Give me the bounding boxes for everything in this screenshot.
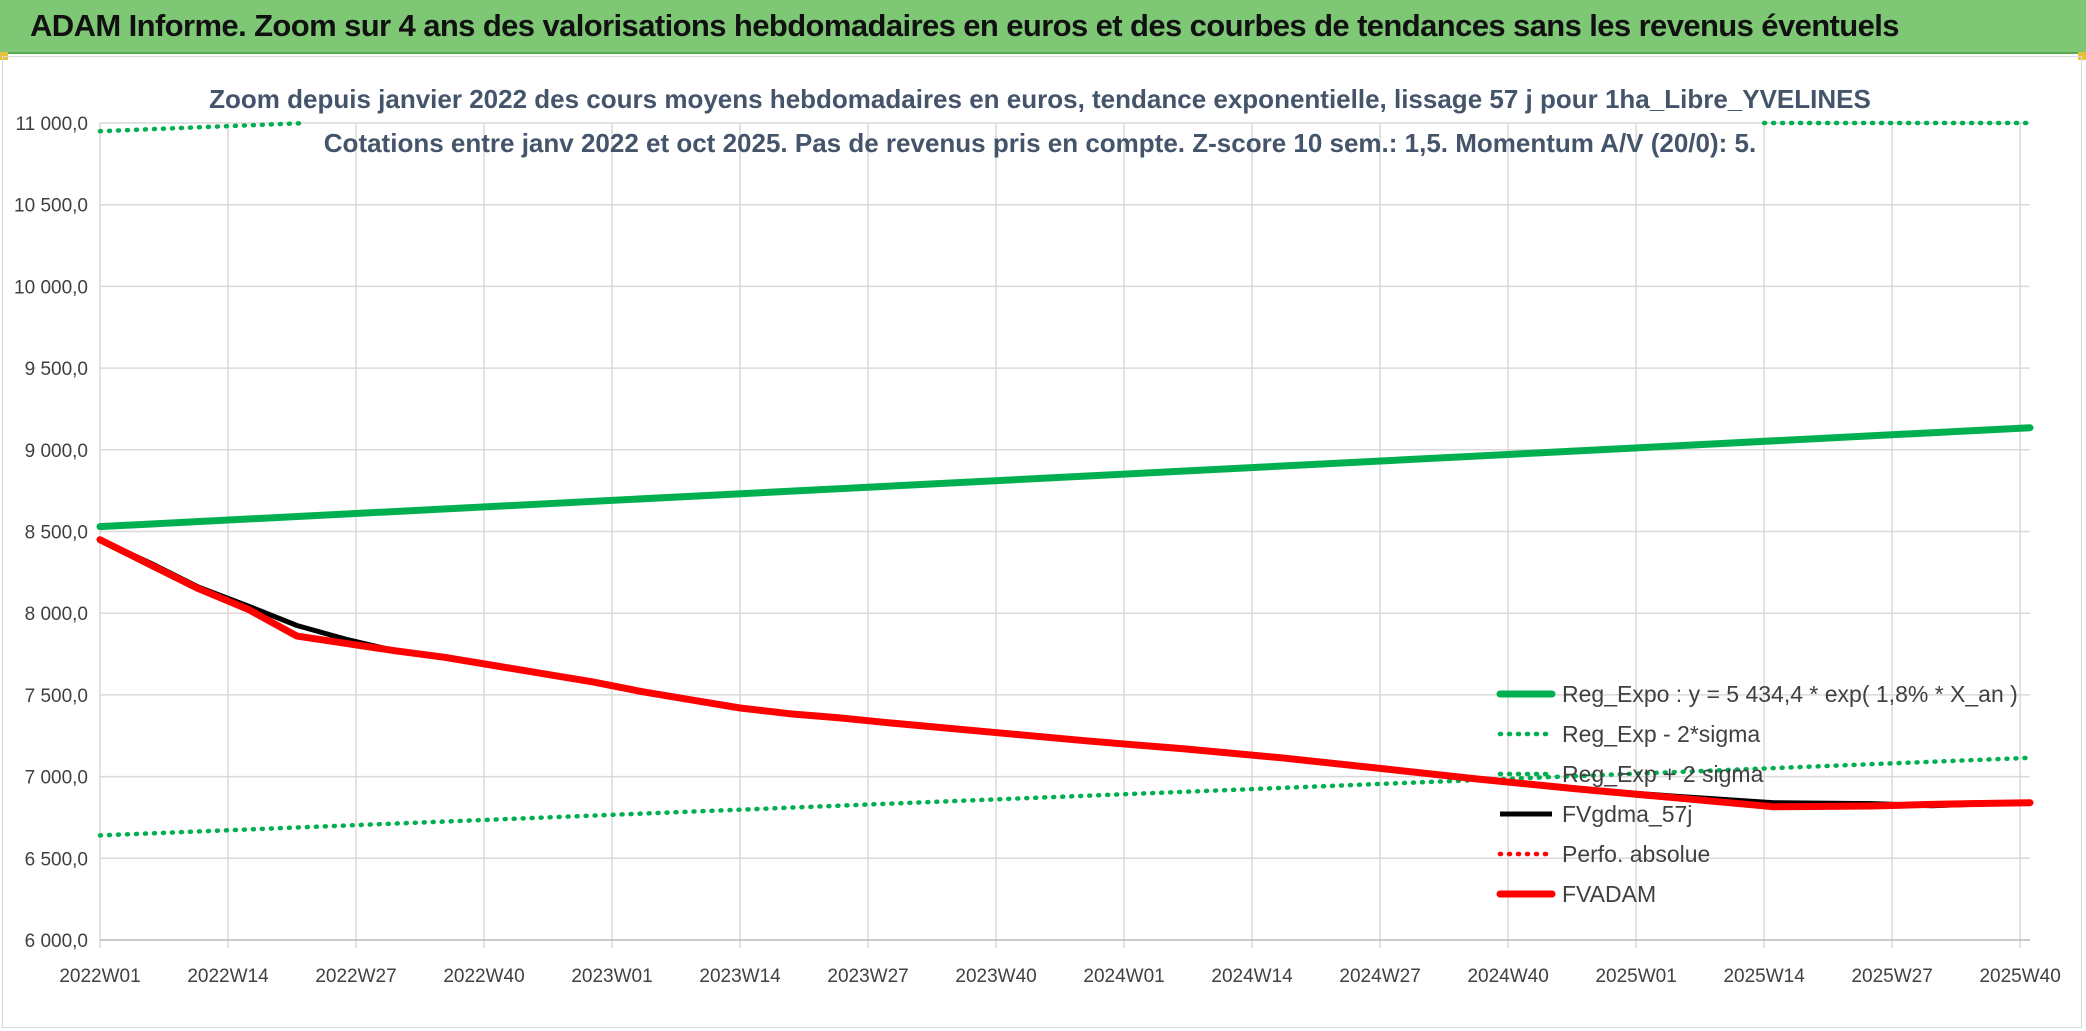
y-tick-label: 8 500,0 — [25, 523, 88, 544]
y-tick-label: 10 500,0 — [14, 196, 88, 217]
x-tick-label: 2024W27 — [1339, 966, 1420, 987]
x-tick-label: 2024W01 — [1083, 966, 1164, 987]
y-axis-ticks: 6 000,0 6 500,0 7 000,0 7 500,0 8 000,0 8 500… — [14, 114, 88, 952]
header-bar: ADAM Informe. Zoom sur 4 ans des valoris… — [0, 0, 2086, 54]
y-tick-label: 6 500,0 — [25, 849, 88, 870]
series-fvadam — [96, 536, 2034, 811]
report-title: ADAM Informe. Zoom sur 4 ans des valoris… — [30, 8, 1900, 43]
series-reg-expo — [96, 424, 2034, 531]
x-tick-label: 2023W40 — [955, 966, 1036, 987]
series-reg-exp-minus-2sigma — [97, 755, 2033, 838]
y-tick-label: 11 000,0 — [15, 114, 88, 135]
legend-reg-expo-label: Reg_Expo : y = 5 434,4 * exp( 1,8% * X_a… — [1562, 681, 2018, 707]
y-tick-label: 10 000,0 — [14, 277, 88, 298]
x-tick-label: 2023W27 — [827, 966, 908, 987]
corner-mark-right — [2078, 52, 2086, 60]
legend-fvgdma-57j-label: FVgdma_57j — [1562, 801, 1692, 827]
x-tick-label: 2022W40 — [443, 966, 524, 987]
legend-reg-exp-minus-2sigma-label: Reg_Exp - 2*sigma — [1562, 721, 1760, 747]
y-tick-label: 9 000,0 — [25, 441, 88, 462]
legend-fvadam-label: FVADAM — [1562, 881, 1656, 907]
x-tick-label: 2022W14 — [187, 966, 269, 987]
gridlines — [99, 122, 2030, 948]
legend-perfo-absolue-label: Perfo. absolue — [1562, 841, 1710, 867]
x-axis-ticks: 2022W01 2022W14 2022W27 2022W40 2023W01 2023W… — [59, 966, 2060, 987]
x-tick-label: 2023W14 — [699, 966, 781, 987]
chart-title-line2: Cotations entre janv 2022 et oct 2025. P… — [324, 128, 1756, 158]
x-tick-label: 2022W27 — [315, 966, 396, 987]
legend: Reg_Expo : y = 5 434,4 * exp( 1,8% * X_a… — [1496, 681, 2018, 907]
y-tick-label: 9 500,0 — [25, 359, 88, 380]
x-tick-label: 2025W14 — [1723, 966, 1805, 987]
x-tick-label: 2025W01 — [1595, 966, 1676, 987]
x-tick-label: 2022W01 — [59, 966, 140, 987]
x-tick-label: 2025W27 — [1851, 966, 1932, 987]
y-tick-label: 8 000,0 — [25, 604, 88, 625]
series-lines — [96, 120, 2034, 838]
legend-reg-exp-plus-2sigma-label: Reg_Exp + 2 sigma — [1562, 761, 1764, 787]
x-tick-label: 2023W01 — [571, 966, 652, 987]
y-tick-label: 7 000,0 — [25, 768, 88, 789]
chart-area — [2, 56, 2082, 1028]
x-tick-label: 2024W14 — [1211, 966, 1293, 987]
chart-title-line1: Zoom depuis janvier 2022 des cours moyen… — [209, 84, 1871, 114]
y-tick-label: 6 000,0 — [25, 931, 88, 952]
x-tick-label: 2025W40 — [1979, 966, 2060, 987]
y-tick-label: 7 500,0 — [25, 686, 88, 707]
series-reg-exp-plus-2sigma — [97, 120, 310, 134]
x-tick-label: 2024W40 — [1467, 966, 1548, 987]
